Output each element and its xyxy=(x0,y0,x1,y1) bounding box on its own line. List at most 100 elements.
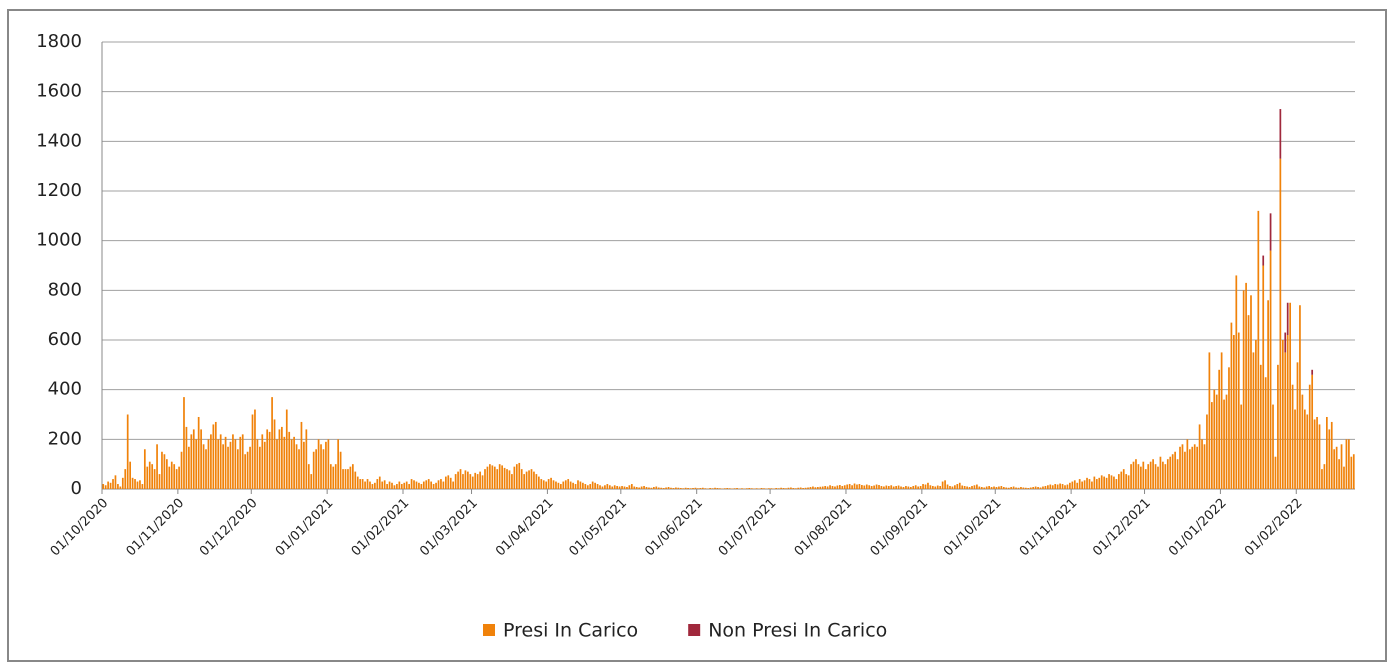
bar-segment xyxy=(254,409,256,489)
bar-segment xyxy=(939,486,942,489)
bar-segment xyxy=(973,485,976,489)
bar-segment xyxy=(271,397,273,489)
bar-segment xyxy=(307,464,310,489)
bar-segment xyxy=(1076,482,1079,489)
bar-segment xyxy=(927,482,929,489)
bar-segment xyxy=(900,486,902,489)
bar-segment xyxy=(594,482,596,489)
bar-segment xyxy=(1230,322,1233,489)
bar-segment xyxy=(432,484,435,489)
bar-segment xyxy=(985,486,988,489)
bar-segment xyxy=(1250,295,1252,489)
bar-segment xyxy=(966,486,968,489)
bar-segment xyxy=(168,466,171,489)
bar-segment xyxy=(919,486,922,489)
bar-segment xyxy=(623,486,626,489)
bar-segment xyxy=(366,479,369,489)
bar-segment xyxy=(303,441,305,489)
bar-segment xyxy=(949,486,951,489)
bar-segment xyxy=(1267,300,1269,489)
bar-segment xyxy=(1321,469,1323,489)
bar-segment xyxy=(873,485,875,489)
y-tick-label: 400 xyxy=(48,379,82,400)
bar-segment xyxy=(310,474,313,489)
bar-segment xyxy=(802,488,804,489)
bar-segment xyxy=(961,485,964,489)
bar-segment xyxy=(599,485,601,489)
bar-segment xyxy=(1024,487,1027,489)
bar-segment xyxy=(178,466,180,489)
bar-segment xyxy=(1071,481,1074,489)
bar-segment xyxy=(550,477,552,489)
bar-segment xyxy=(1181,444,1184,489)
bar-segment xyxy=(951,486,954,489)
bar-segment xyxy=(1032,487,1035,489)
bar-segment xyxy=(1169,456,1172,489)
bar-segment xyxy=(533,471,535,489)
bar-segment xyxy=(474,472,477,489)
bar-segment xyxy=(400,484,403,489)
bar-segment xyxy=(1117,474,1120,489)
bar-segment xyxy=(836,485,839,489)
bar-segment xyxy=(657,487,660,489)
bar-segment xyxy=(1237,332,1240,489)
bar-segment xyxy=(523,474,526,489)
bar-segment xyxy=(354,471,357,489)
bar-segment xyxy=(697,488,699,489)
bar-segment xyxy=(562,481,565,489)
bar-segment xyxy=(320,444,322,489)
bar-segment xyxy=(1245,282,1247,489)
bar-segment xyxy=(963,486,966,489)
bar-segment xyxy=(210,434,212,489)
bar-segment xyxy=(158,474,161,489)
bar-segment xyxy=(912,486,915,489)
bar-segment xyxy=(885,485,888,489)
bar-segment xyxy=(648,487,650,489)
bar-segment xyxy=(481,475,484,489)
bar-segment xyxy=(148,461,151,489)
bar-segment xyxy=(1103,476,1106,489)
bar-segment xyxy=(1002,487,1005,489)
bar-segment xyxy=(190,434,193,489)
bar-segment xyxy=(246,451,249,489)
bar-segment xyxy=(1213,389,1216,489)
bar-segment xyxy=(1005,487,1008,489)
bar-segment xyxy=(134,479,136,489)
bar-segment xyxy=(1135,459,1137,489)
bar-segment xyxy=(498,464,501,489)
bar-segment xyxy=(875,484,878,489)
bar-segment xyxy=(305,429,308,489)
bar-segment xyxy=(156,444,158,489)
bar-segment xyxy=(946,484,949,489)
bar-segment xyxy=(626,487,628,489)
bar-segment xyxy=(119,486,122,489)
bar-segment xyxy=(1223,399,1225,489)
bar-segment xyxy=(618,486,621,489)
bar-segment xyxy=(491,465,494,489)
bar-segment xyxy=(217,439,220,489)
bar-segment xyxy=(1269,250,1272,489)
bar-segment xyxy=(1284,332,1287,353)
bar-segment xyxy=(838,485,841,489)
bar-segment xyxy=(234,439,237,489)
bar-segment xyxy=(990,487,993,489)
bar-segment xyxy=(322,449,325,489)
bar-segment xyxy=(114,475,117,489)
bar-segment xyxy=(586,485,589,489)
y-tick-label: 0 xyxy=(71,478,82,499)
bar-segment xyxy=(104,485,107,489)
bar-segment xyxy=(726,488,729,489)
bar-segment xyxy=(334,464,337,489)
bar-segment xyxy=(831,486,834,489)
bar-segment xyxy=(812,486,814,489)
bar-segment xyxy=(1022,487,1025,489)
bar-segment xyxy=(1257,210,1260,489)
bar-segment xyxy=(988,486,990,489)
bar-segment xyxy=(212,424,215,489)
bar-segment xyxy=(180,451,183,489)
bar-segment xyxy=(1269,213,1272,251)
bar-segment xyxy=(153,469,156,489)
bar-segment xyxy=(1015,487,1017,489)
bar-segment xyxy=(1020,487,1022,489)
bar-segment xyxy=(364,481,366,489)
